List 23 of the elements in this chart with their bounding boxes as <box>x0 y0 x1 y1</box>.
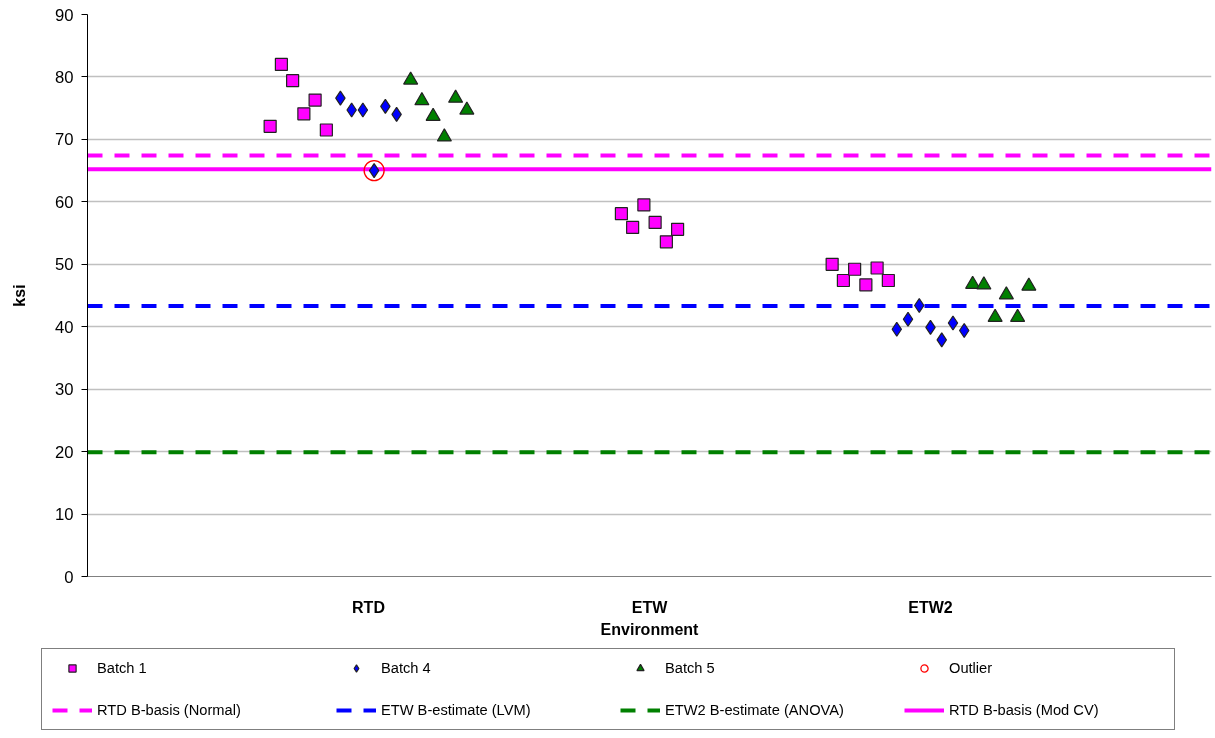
legend-label: RTD B-basis (Normal) <box>96 701 242 719</box>
x-tick-label: RTD <box>352 598 385 616</box>
legend-label: Batch 4 <box>380 659 432 677</box>
y-tick-label: 30 <box>54 380 74 400</box>
y-axis-title: ksi <box>10 284 28 307</box>
y-tick-label: 10 <box>54 505 74 525</box>
y-tick-label: 50 <box>54 255 74 275</box>
x-axis-title: Environment <box>600 620 700 638</box>
legend-label: Batch 5 <box>664 659 716 677</box>
y-tick-label: 40 <box>54 317 74 337</box>
y-tick-label: 70 <box>54 130 74 150</box>
x-tick-label: ETW2 <box>908 598 953 616</box>
legend-label: ETW2 B-estimate (ANOVA) <box>664 701 845 719</box>
y-tick-label: 80 <box>54 67 74 87</box>
y-tick-label: 0 <box>64 567 74 587</box>
y-tick-label: 60 <box>54 192 74 212</box>
y-tick-label: 20 <box>54 442 74 462</box>
legend-label: ETW B-estimate (LVM) <box>380 701 532 719</box>
legend-label: Batch 1 <box>96 659 148 677</box>
y-tick-label: 90 <box>54 5 74 25</box>
legend-label: Outlier <box>948 659 994 677</box>
x-tick-label: ETW <box>631 598 669 616</box>
legend-label: RTD B-basis (Mod CV) <box>948 701 1100 719</box>
